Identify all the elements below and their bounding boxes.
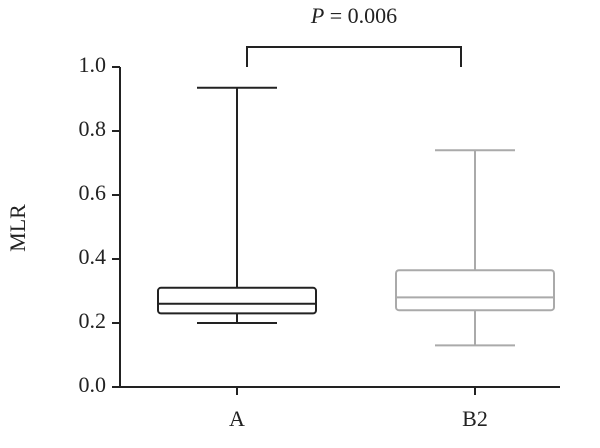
annotation: P = 0.006 [310, 3, 397, 28]
y-tick-label: 0.2 [79, 308, 107, 333]
x-tick-label: B2 [462, 406, 488, 431]
y-axis-label: MLR [5, 204, 30, 252]
y-tick-label: 0.0 [79, 372, 107, 397]
annotation-value: = 0.006 [330, 3, 397, 28]
y-tick-label: 0.8 [79, 116, 107, 141]
significance-bracket [246, 46, 462, 67]
y-tick-label: 1.0 [79, 52, 107, 77]
y-tick-label: 0.6 [79, 180, 107, 205]
box [395, 269, 555, 312]
annotation-symbol: P [310, 3, 324, 28]
x-tick-label: A [229, 406, 245, 431]
box [157, 286, 317, 315]
y-tick-label: 0.4 [79, 244, 107, 269]
